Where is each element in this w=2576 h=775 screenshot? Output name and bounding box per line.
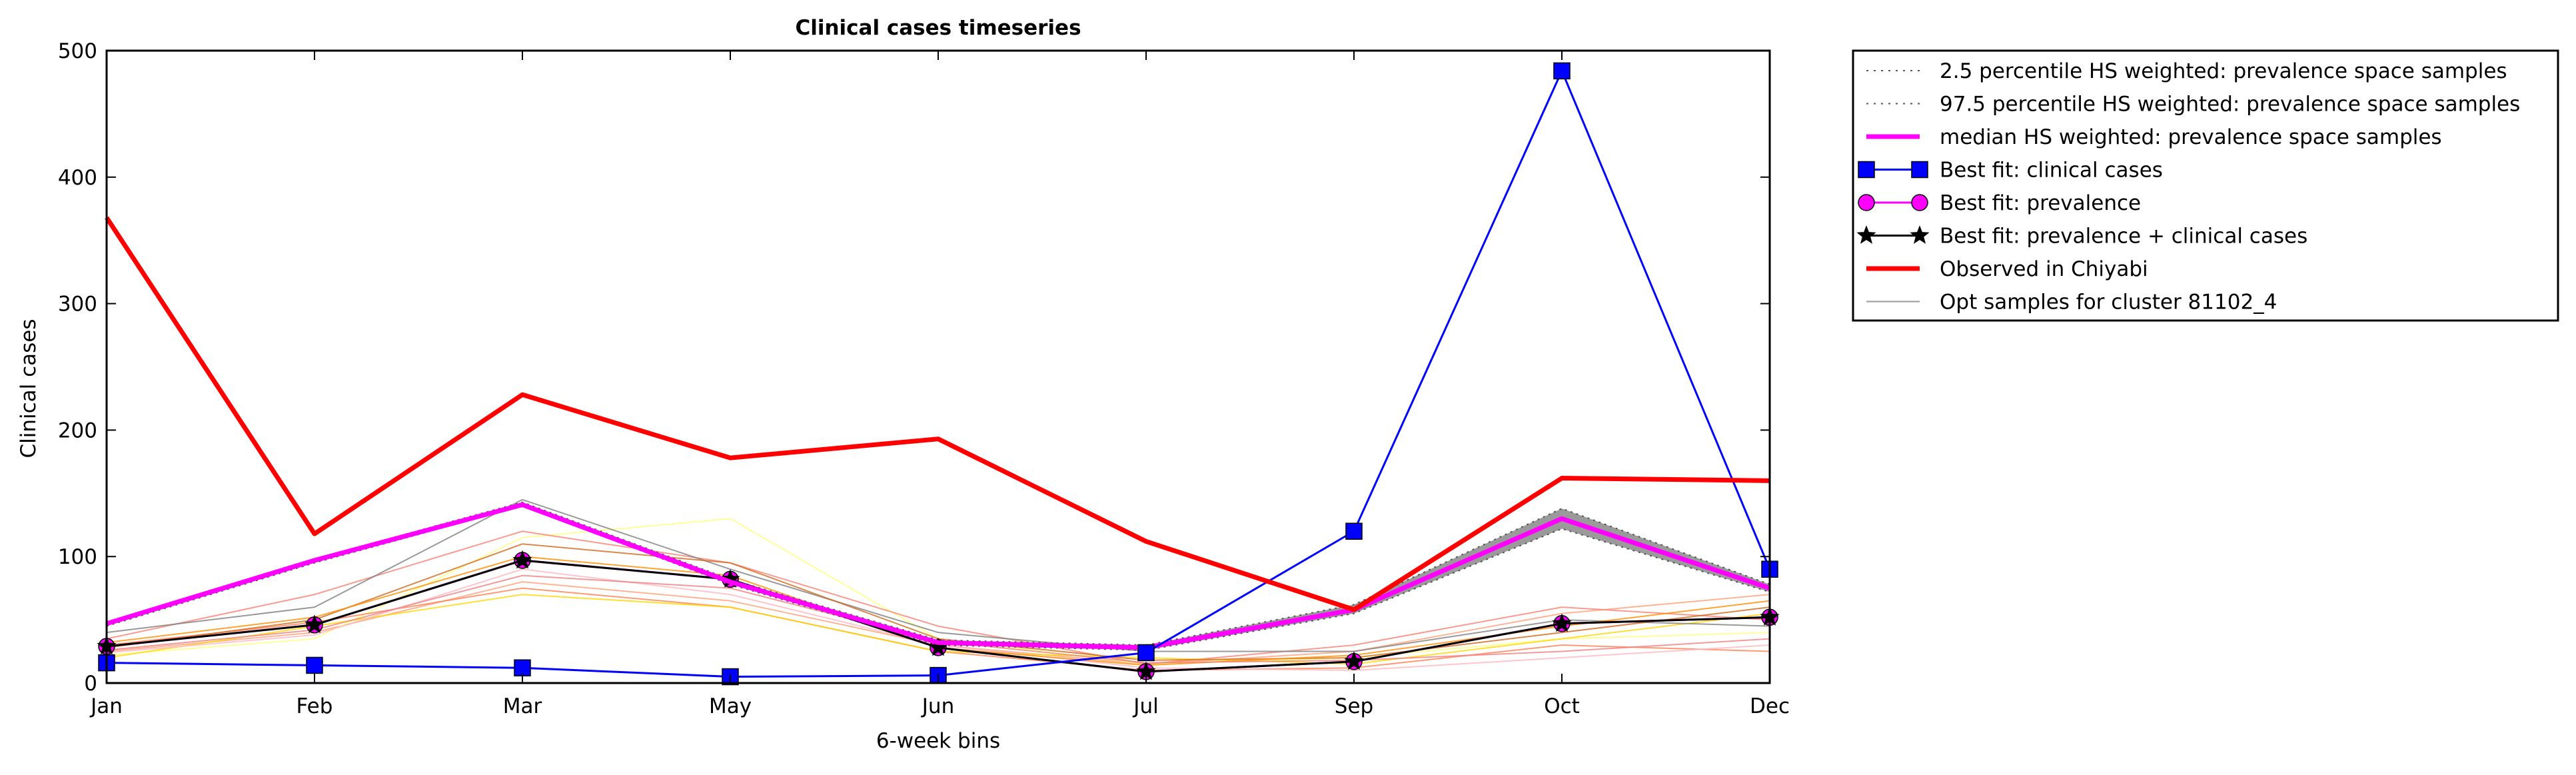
series-line-3 (105, 502, 1771, 650)
legend-entry-5: Best fit: prevalence (1858, 191, 2141, 215)
legend-label-6: Best fit: prevalence + clinical cases (1940, 225, 2307, 249)
series-4-point-6 (1137, 644, 1155, 662)
series-3 (105, 502, 1771, 650)
y-tick-label-2: 100 (58, 545, 97, 569)
series-4-point-3 (514, 659, 531, 676)
y-tick-label-4: 300 (58, 293, 97, 317)
legend-box (1852, 49, 2559, 322)
x-tick-label-5: Jun (921, 694, 954, 718)
sample-line-4 (106, 530, 1770, 665)
legend-marker-b-6 (1910, 225, 1930, 244)
series-4-point-8 (1553, 62, 1571, 80)
series-6-point-8 (1552, 613, 1572, 632)
legend-entry-8: Opt samples for cluster 81102_4 (1866, 291, 2277, 315)
legend-label-2: 97.5 percentile HS weighted: prevalence … (1940, 93, 2520, 117)
series-2 (106, 501, 1770, 646)
legend-label-8: Opt samples for cluster 81102_4 (1940, 291, 2277, 315)
legend-label-7: Observed in Chiyabi (1940, 257, 2148, 281)
sample-line-6 (106, 498, 1770, 652)
legend-marker-a-4 (1858, 161, 1875, 179)
legend-marker-a-6 (1856, 225, 1876, 244)
series-7 (105, 216, 1770, 612)
legend-entry-4: Best fit: clinical cases (1858, 159, 2163, 183)
x-tick-label-1: Jan (89, 694, 123, 718)
series-line-1 (106, 505, 1770, 651)
legend-entry-3: median HS weighted: prevalence space sam… (1866, 125, 2442, 149)
percentile-band (107, 502, 1770, 650)
y-tick-label-3: 200 (58, 418, 97, 442)
series-line-7 (105, 216, 1770, 612)
legend-label-1: 2.5 percentile HS weighted: prevalence s… (1940, 59, 2507, 83)
legend-entry-7: Observed in Chiyabi (1866, 257, 2148, 281)
series-line-2 (106, 501, 1770, 646)
series-4-point-7 (1345, 522, 1363, 540)
legend-entry-1: 2.5 percentile HS weighted: prevalence s… (1866, 59, 2507, 83)
x-tick-label-3: Mar (503, 694, 542, 718)
x-tick-label-2: Feb (297, 694, 333, 718)
legend-entry-6: Best fit: prevalence + clinical cases (1856, 225, 2307, 249)
series-4 (98, 62, 1778, 686)
series-6-point-2 (305, 614, 324, 634)
legend-marker-b-5 (1911, 194, 1928, 211)
series-6-point-3 (512, 550, 532, 569)
chart-title: Clinical cases timeseries (795, 16, 1081, 40)
legend-marker-b-4 (1911, 161, 1928, 179)
axes-frame (105, 49, 1771, 684)
x-tick-label-9: Dec (1750, 694, 1790, 718)
legend: 2.5 percentile HS weighted: prevalence s… (1852, 49, 2559, 322)
y-tick-label-5: 400 (58, 166, 97, 190)
legend-label-5: Best fit: prevalence (1940, 191, 2141, 215)
series-1 (106, 505, 1770, 651)
legend-label-3: median HS weighted: prevalence space sam… (1940, 125, 2442, 149)
x-tick-label-8: Oct (1544, 694, 1580, 718)
plot-area (97, 62, 1780, 686)
y-tick-label-6: 500 (58, 39, 97, 63)
x-tick-label-6: Jul (1132, 694, 1158, 718)
series-4-point-2 (306, 656, 323, 674)
x-tick-label-7: Sep (1335, 694, 1373, 718)
sample-line-3 (106, 587, 1770, 672)
x-tick-label-4: May (709, 694, 752, 718)
legend-label-4: Best fit: clinical cases (1940, 159, 2163, 183)
legend-marker-a-5 (1858, 194, 1875, 211)
x-axis-label: 6-week bins (876, 729, 1000, 753)
y-tick-label-1: 0 (84, 672, 97, 696)
y-axis-label: Clinical cases (17, 319, 41, 458)
series-6-point-7 (1344, 651, 1364, 670)
legend-entry-2: 97.5 percentile HS weighted: prevalence … (1866, 93, 2520, 117)
